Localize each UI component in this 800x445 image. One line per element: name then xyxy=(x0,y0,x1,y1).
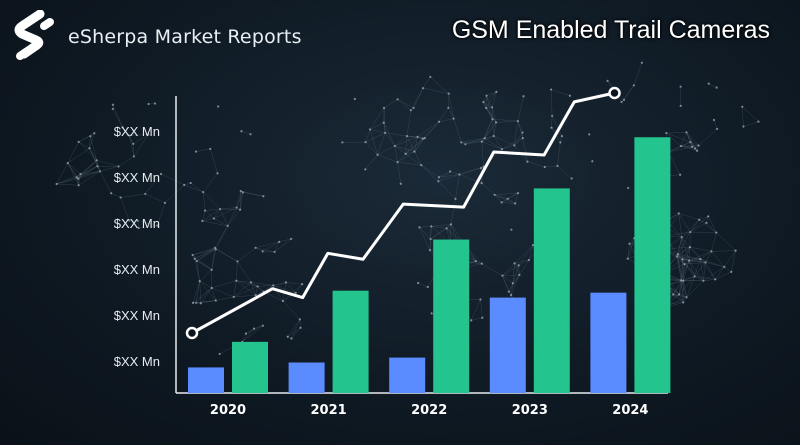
trend-start-marker xyxy=(185,326,199,340)
bar-2022-series-1 xyxy=(389,357,426,393)
bar-2024-series-2 xyxy=(634,137,671,393)
bar-2020-series-2 xyxy=(232,341,268,393)
y-tick-label: $XX Mn xyxy=(114,308,160,323)
trend-end-marker xyxy=(608,86,621,100)
y-tick-label: $XX Mn xyxy=(114,216,160,231)
trend-line xyxy=(191,91,615,335)
y-tick-label: $XX Mn xyxy=(114,354,160,369)
brand-name: eSherpa Market Reports xyxy=(68,26,302,48)
chart-title: GSM Enabled Trail Cameras xyxy=(451,16,770,44)
bar-2023-series-1 xyxy=(489,297,526,393)
y-tick-label: $XX Mn xyxy=(114,262,160,277)
bar-2022-series-2 xyxy=(433,239,470,393)
bar-2020-series-1 xyxy=(188,367,224,393)
esherpa-s-logo-icon xyxy=(14,10,54,60)
x-tick-label: 2020 xyxy=(210,403,246,418)
bar-2021-series-2 xyxy=(332,290,369,393)
x-tick-label: 2022 xyxy=(411,403,447,418)
x-tick-label: 2023 xyxy=(512,403,548,418)
y-tick-label: $XX Mn xyxy=(114,170,160,185)
bar-2024-series-1 xyxy=(590,292,627,393)
y-tick-label: $XX Mn xyxy=(114,124,160,139)
bar-2021-series-1 xyxy=(288,362,325,393)
x-tick-label: 2024 xyxy=(612,403,648,418)
bar-2023-series-2 xyxy=(533,188,570,393)
x-tick-label: 2021 xyxy=(311,403,347,418)
brand-logo: eSherpa Market Reports xyxy=(10,10,302,64)
